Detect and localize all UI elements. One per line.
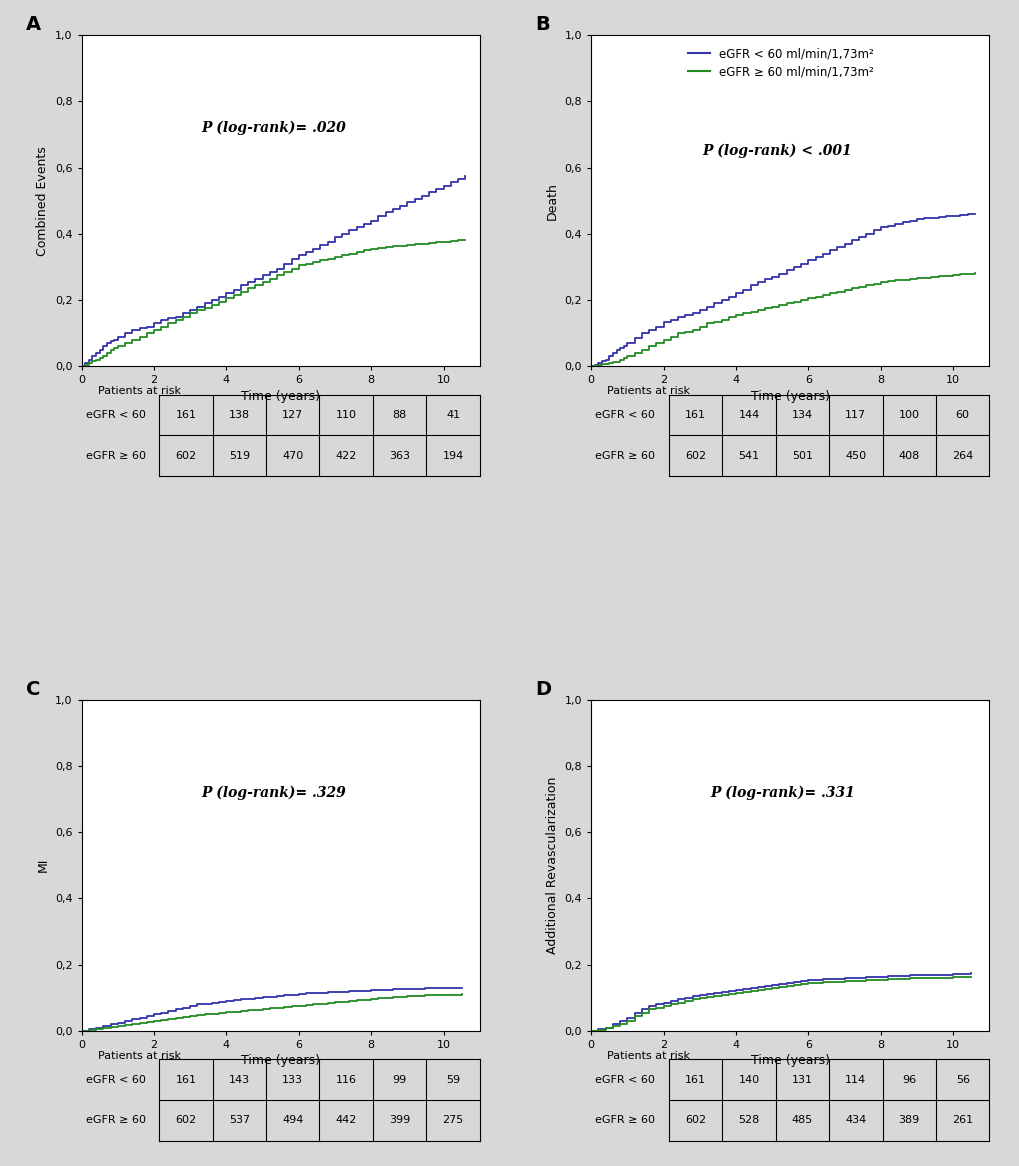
- Text: 114: 114: [845, 1075, 865, 1084]
- Text: 117: 117: [845, 410, 865, 420]
- Text: P (log-rank) < .001: P (log-rank) < .001: [702, 143, 852, 159]
- Text: 100: 100: [898, 410, 919, 420]
- Text: Patients at risk: Patients at risk: [606, 386, 690, 396]
- Text: 408: 408: [898, 451, 919, 461]
- Y-axis label: Additional Revascularization: Additional Revascularization: [545, 777, 558, 954]
- Text: eGFR < 60: eGFR < 60: [86, 1075, 146, 1084]
- Text: 41: 41: [445, 410, 460, 420]
- Text: 96: 96: [902, 1075, 915, 1084]
- Text: 501: 501: [791, 451, 812, 461]
- Text: B: B: [535, 15, 549, 34]
- Text: 264: 264: [951, 451, 972, 461]
- Text: 434: 434: [845, 1116, 865, 1125]
- X-axis label: Time (years): Time (years): [240, 389, 320, 402]
- Text: D: D: [535, 680, 551, 698]
- Text: eGFR ≥ 60: eGFR ≥ 60: [86, 451, 146, 461]
- Text: 450: 450: [845, 451, 865, 461]
- Text: 537: 537: [228, 1116, 250, 1125]
- Text: 161: 161: [175, 1075, 197, 1084]
- Text: 470: 470: [282, 451, 303, 461]
- Text: Patients at risk: Patients at risk: [98, 386, 180, 396]
- Text: 602: 602: [175, 1116, 197, 1125]
- Text: 161: 161: [685, 410, 705, 420]
- Text: 519: 519: [228, 451, 250, 461]
- Text: Patients at risk: Patients at risk: [606, 1051, 690, 1061]
- Text: 194: 194: [442, 451, 464, 461]
- Text: P (log-rank)= .329: P (log-rank)= .329: [201, 785, 345, 800]
- Text: 138: 138: [228, 410, 250, 420]
- Text: 389: 389: [898, 1116, 919, 1125]
- Text: 134: 134: [791, 410, 812, 420]
- Text: 422: 422: [335, 451, 357, 461]
- X-axis label: Time (years): Time (years): [750, 389, 829, 402]
- Text: 143: 143: [228, 1075, 250, 1084]
- Text: eGFR < 60: eGFR < 60: [595, 1075, 654, 1084]
- Text: Patients at risk: Patients at risk: [98, 1051, 180, 1061]
- X-axis label: Time (years): Time (years): [750, 1054, 829, 1067]
- Text: 56: 56: [955, 1075, 969, 1084]
- Text: eGFR ≥ 60: eGFR ≥ 60: [86, 1116, 146, 1125]
- Text: eGFR ≥ 60: eGFR ≥ 60: [595, 1116, 654, 1125]
- Text: 99: 99: [392, 1075, 407, 1084]
- Text: 110: 110: [335, 410, 357, 420]
- Text: 494: 494: [282, 1116, 304, 1125]
- Text: A: A: [25, 15, 41, 34]
- Text: 485: 485: [791, 1116, 812, 1125]
- Text: 442: 442: [335, 1116, 357, 1125]
- Text: C: C: [25, 680, 40, 698]
- Text: 127: 127: [282, 410, 303, 420]
- Y-axis label: MI: MI: [37, 858, 49, 872]
- Text: 161: 161: [175, 410, 197, 420]
- Text: 275: 275: [442, 1116, 464, 1125]
- Text: eGFR < 60: eGFR < 60: [86, 410, 146, 420]
- Text: 116: 116: [335, 1075, 357, 1084]
- Text: 161: 161: [685, 1075, 705, 1084]
- Text: 261: 261: [951, 1116, 972, 1125]
- Text: 144: 144: [738, 410, 759, 420]
- Text: 60: 60: [955, 410, 969, 420]
- Text: 131: 131: [791, 1075, 812, 1084]
- Y-axis label: Combined Events: Combined Events: [37, 146, 49, 255]
- Text: 363: 363: [388, 451, 410, 461]
- Text: eGFR ≥ 60: eGFR ≥ 60: [595, 451, 654, 461]
- Text: P (log-rank)= .020: P (log-rank)= .020: [201, 120, 345, 135]
- Text: 88: 88: [392, 410, 407, 420]
- Text: 602: 602: [175, 451, 197, 461]
- Text: eGFR < 60: eGFR < 60: [595, 410, 654, 420]
- Y-axis label: Death: Death: [545, 182, 558, 219]
- Text: 133: 133: [282, 1075, 303, 1084]
- Text: 602: 602: [685, 1116, 705, 1125]
- X-axis label: Time (years): Time (years): [240, 1054, 320, 1067]
- Text: 140: 140: [738, 1075, 759, 1084]
- Text: P (log-rank)= .331: P (log-rank)= .331: [710, 785, 855, 800]
- Legend: eGFR < 60 ml/min/1,73m², eGFR ≥ 60 ml/min/1,73m²: eGFR < 60 ml/min/1,73m², eGFR ≥ 60 ml/mi…: [684, 44, 876, 82]
- Text: 59: 59: [445, 1075, 460, 1084]
- Text: 541: 541: [738, 451, 759, 461]
- Text: 399: 399: [388, 1116, 410, 1125]
- Text: 602: 602: [685, 451, 705, 461]
- Text: 528: 528: [738, 1116, 759, 1125]
